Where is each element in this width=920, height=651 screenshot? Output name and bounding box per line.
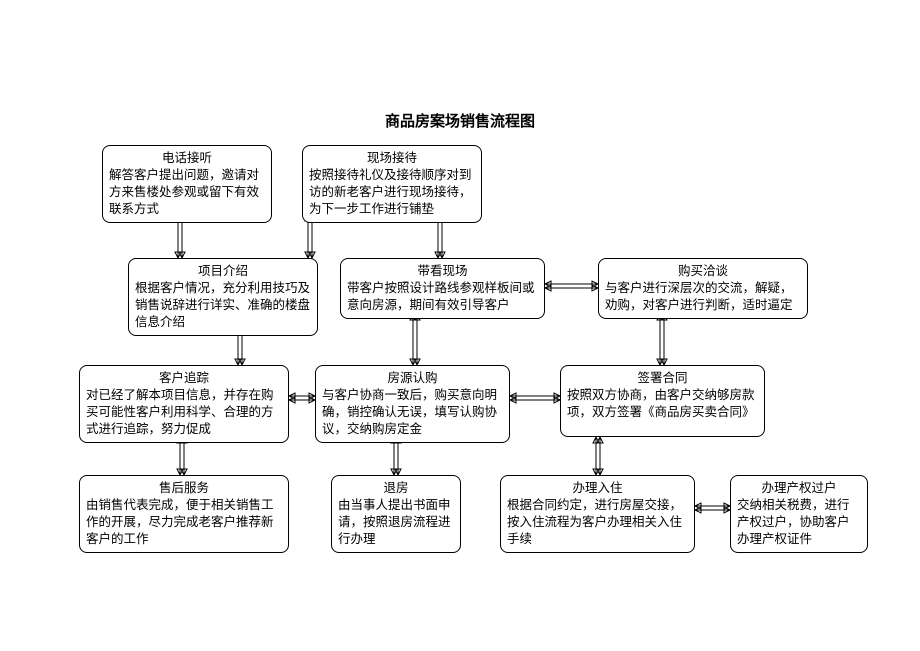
node-body: 由当事人提出书面申请，按照退房流程进行办理 [338,497,454,548]
node-body: 带客户按照设计路线参观样板间或意向房源，期间有效引导客户 [347,280,538,314]
node-visit: 带看现场带客户按照设计路线参观样板间或意向房源，期间有效引导客户 [340,258,545,319]
node-intro: 项目介绍根据客户情况，充分利用技巧及销售说辞进行详实、准确的楼盘信息介绍 [128,258,318,336]
node-body: 解答客户提出问题，邀请对方来售楼处参观或留下有效联系方式 [109,167,265,218]
node-body: 与客户协商一致后，购买意向明确，销控确认无误，填写认购协议，交纳购房定金 [322,387,503,438]
diagram-title: 商品房案场销售流程图 [0,110,920,131]
node-phone: 电话接听解答客户提出问题，邀请对方来售楼处参观或留下有效联系方式 [102,145,272,223]
node-track: 客户追踪对已经了解本项目信息，并存在购买可能性客户利用科学、合理的方式进行追踪，… [79,365,289,443]
node-refund: 退房由当事人提出书面申请，按照退房流程进行办理 [331,475,461,553]
node-contract: 签署合同按照双方协商，由客户交纳够房款项，双方签署《商品房买卖合同》 [560,365,765,437]
node-title: 办理产权过户 [737,480,861,497]
node-movein: 办理入住根据合同约定，进行房屋交接，按入住流程为客户办理相关入住手续 [500,475,695,553]
node-body: 按照接待礼仪及接待顺序对到访的新老客户进行现场接待，为下一步工作进行铺垫 [309,167,475,218]
node-body: 由销售代表完成，便于相关销售工作的开展，尽力完成老客户推荐新客户的工作 [86,497,282,548]
node-title: 电话接听 [109,150,265,167]
node-subscr: 房源认购与客户协商一致后，购买意向明确，销控确认无误，填写认购协议，交纳购房定金 [315,365,510,443]
node-negot: 购买洽谈与客户进行深层次的交流，解疑，劝购，对客户进行判断，适时逼定 [598,258,808,319]
node-title: 售后服务 [86,480,282,497]
node-title: 办理入住 [507,480,688,497]
node-title: 购买洽谈 [605,263,801,280]
node-onsite: 现场接待按照接待礼仪及接待顺序对到访的新老客户进行现场接待，为下一步工作进行铺垫 [302,145,482,223]
node-title: 现场接待 [309,150,475,167]
node-deed: 办理产权过户交纳相关税费，进行产权过户，协助客户办理产权证件 [730,475,868,553]
node-body: 根据客户情况，充分利用技巧及销售说辞进行详实、准确的楼盘信息介绍 [135,280,311,331]
node-body: 与客户进行深层次的交流，解疑，劝购，对客户进行判断，适时逼定 [605,280,801,314]
node-title: 签署合同 [567,370,758,387]
node-title: 退房 [338,480,454,497]
node-title: 客户追踪 [86,370,282,387]
node-title: 房源认购 [322,370,503,387]
node-body: 根据合同约定，进行房屋交接，按入住流程为客户办理相关入住手续 [507,497,688,548]
node-title: 带看现场 [347,263,538,280]
node-body: 对已经了解本项目信息，并存在购买可能性客户利用科学、合理的方式进行追踪，努力促成 [86,387,282,438]
node-after: 售后服务由销售代表完成，便于相关销售工作的开展，尽力完成老客户推荐新客户的工作 [79,475,289,553]
node-body: 按照双方协商，由客户交纳够房款项，双方签署《商品房买卖合同》 [567,387,758,421]
node-title: 项目介绍 [135,263,311,280]
node-body: 交纳相关税费，进行产权过户，协助客户办理产权证件 [737,497,861,548]
